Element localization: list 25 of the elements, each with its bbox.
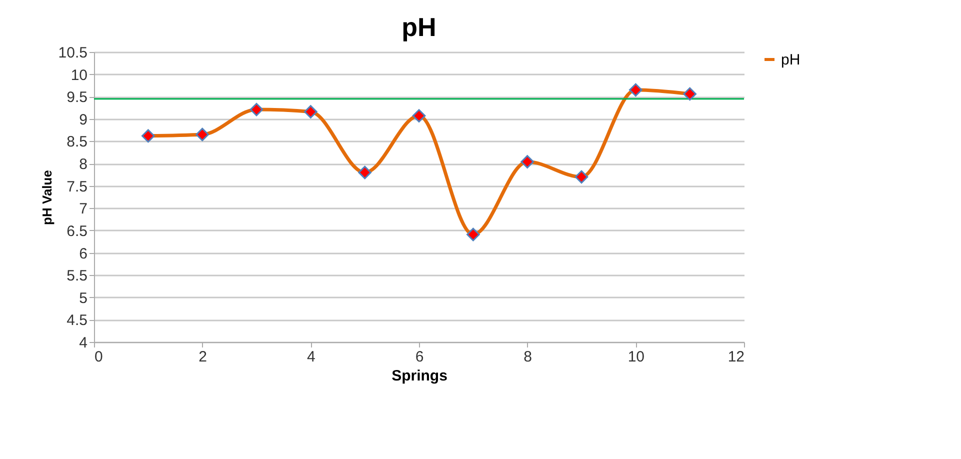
x-tick-label: 12 (728, 348, 744, 366)
x-tick-label: 2 (198, 348, 208, 366)
y-tick-label: 7 (79, 200, 88, 218)
x-tick-label: 4 (306, 348, 316, 366)
y-tick-label: 5.5 (66, 268, 88, 285)
x-tick-label: 8 (524, 348, 532, 366)
y-axis-title: pH Value (39, 170, 54, 225)
y-tick-label: 4 (79, 334, 88, 352)
legend-label: pH (781, 52, 800, 68)
y-tick-label: 7.5 (66, 178, 88, 196)
x-tick-label: 6 (415, 348, 424, 366)
y-tick-label: 8 (79, 156, 88, 174)
x-tick-label: 0 (94, 348, 103, 366)
y-tick-label: 9 (79, 111, 88, 128)
x-axis-title: Springs (392, 368, 448, 384)
y-tick-label: 5 (79, 290, 88, 307)
chart-title: pH (402, 12, 436, 42)
y-tick-label: 6 (79, 245, 88, 262)
y-tick-label: 10 (70, 66, 88, 84)
y-tick-label: 6.5 (66, 222, 88, 240)
x-tick-label: 10 (628, 348, 645, 366)
y-tick-label: 8.5 (66, 134, 88, 151)
y-tick-label: 10.5 (58, 44, 88, 62)
y-tick-label: 4.5 (66, 312, 88, 330)
y-tick-label: 9.5 (66, 89, 88, 106)
